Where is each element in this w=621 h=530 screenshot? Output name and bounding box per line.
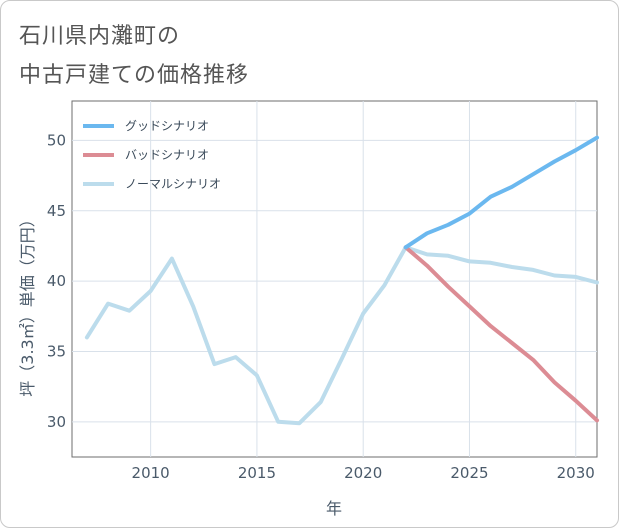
y-tick-30: 30	[47, 413, 66, 431]
x-tick-labels: 2010 2015 2020 2025 2030	[132, 464, 595, 482]
y-tick-labels: 30 35 40 45 50	[47, 131, 66, 430]
x-axis-label: 年	[326, 499, 342, 518]
y-tick-50: 50	[47, 131, 66, 149]
x-tick-2015: 2015	[238, 464, 276, 482]
y-tick-35: 35	[47, 342, 66, 360]
x-tick-2030: 2030	[557, 464, 595, 482]
grid-lines	[72, 101, 597, 457]
series-line-bad	[403, 245, 599, 423]
y-tick-40: 40	[47, 272, 66, 290]
x-tick-2020: 2020	[344, 464, 382, 482]
series-line-normal	[84, 245, 599, 426]
series-line-good	[403, 135, 599, 250]
y-tick-45: 45	[47, 202, 66, 220]
x-tick-2010: 2010	[132, 464, 170, 482]
x-tick-2025: 2025	[450, 464, 488, 482]
legend-label-good: グッドシナリオ	[125, 119, 209, 133]
series-lines	[84, 135, 599, 426]
legend-label-normal: ノーマルシナリオ	[125, 177, 221, 191]
chart-title-line1: 石川県内灘町の	[19, 24, 181, 49]
y-axis-label: 坪（3.3㎡）単価（万円）	[18, 211, 37, 396]
chart-title-line2: 中古戸建ての価格推移	[19, 63, 250, 88]
legend-label-bad: バッドシナリオ	[125, 148, 209, 162]
